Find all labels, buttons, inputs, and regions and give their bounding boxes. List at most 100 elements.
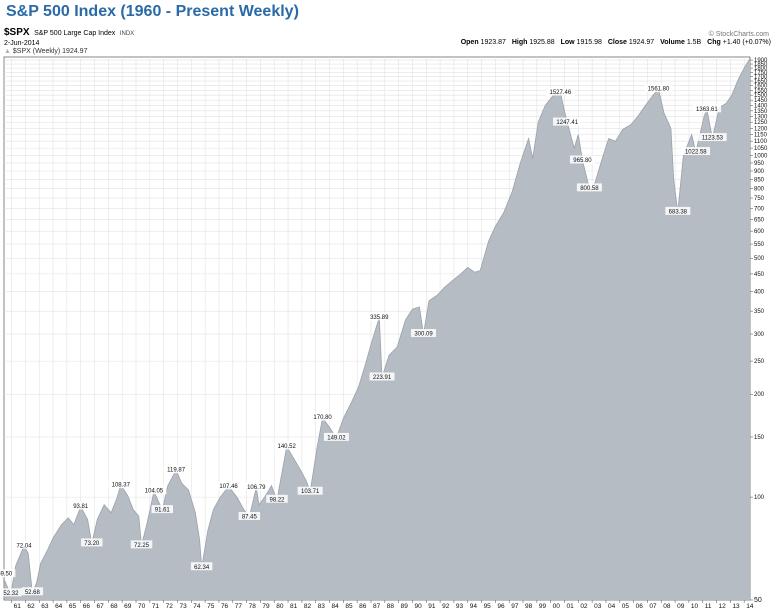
x-tick-label: 64 <box>55 603 63 610</box>
y-tick-label: 1700 <box>754 75 768 81</box>
data-label: 72.04 <box>17 543 33 549</box>
data-label: 1561.80 <box>648 87 670 93</box>
x-tick-label: 95 <box>484 603 492 610</box>
x-tick-label: 85 <box>345 603 353 610</box>
data-label-bg <box>323 432 349 441</box>
y-tick-label: 1450 <box>754 98 768 104</box>
data-label-bg <box>0 588 22 597</box>
x-tick-label: 91 <box>428 603 436 610</box>
ohlc-line: Open 1923.87 High 1925.88 Low 1915.98 Cl… <box>457 39 771 46</box>
data-label-bg <box>151 505 174 514</box>
y-tick-label: 550 <box>754 242 765 248</box>
symbol-line: $SPX S&P 500 Large Cap Index INDX <box>4 27 134 38</box>
data-label: 91.61 <box>155 508 171 514</box>
x-tick-label: 82 <box>304 603 312 610</box>
y-tick-label: 750 <box>754 196 765 202</box>
data-label: 119.87 <box>167 468 186 474</box>
chg-value: +1.40 (+0.07%) <box>722 39 771 46</box>
y-tick-label: 700 <box>754 206 765 212</box>
data-label: 62.34 <box>194 565 210 571</box>
x-tick-label: 94 <box>470 603 478 610</box>
y-tick-label: 850 <box>754 177 765 183</box>
x-tick-label: 66 <box>83 603 91 610</box>
data-label: 683.38 <box>669 209 688 215</box>
stockcharts-logo: © StockCharts.com <box>708 31 769 38</box>
data-label-bg <box>243 482 269 491</box>
x-tick-label: 93 <box>456 603 464 610</box>
symbol-name: S&P 500 Large Cap Index <box>34 30 116 37</box>
series-area <box>4 58 750 600</box>
x-tick-label: 06 <box>636 603 644 610</box>
x-tick-label: 70 <box>138 603 146 610</box>
data-label-bg <box>681 147 711 156</box>
y-tick-label: 200 <box>754 392 765 398</box>
x-tick-label: 88 <box>387 603 395 610</box>
x-tick-label: 83 <box>318 603 326 610</box>
data-label: 106.79 <box>247 485 266 491</box>
data-label: 52.68 <box>25 590 41 596</box>
y-tick-label: 250 <box>754 359 765 365</box>
legend: ▲ $SPX (Weekly) 1924.97 <box>4 48 87 55</box>
x-tick-label: 04 <box>608 603 616 610</box>
data-label-bg <box>0 569 16 578</box>
low-label: Low <box>560 39 575 46</box>
x-tick-label: 62 <box>27 603 35 610</box>
data-label-bg <box>216 481 242 490</box>
y-tick-label: 950 <box>754 161 765 167</box>
data-label: 170.80 <box>313 415 332 421</box>
x-tick-label: 69 <box>124 603 132 610</box>
open-value: 1923.87 <box>480 39 506 46</box>
low-value: 1915.98 <box>576 39 602 46</box>
data-label-bg <box>576 183 602 192</box>
x-tick-label: 92 <box>442 603 450 610</box>
x-tick-label: 86 <box>359 603 367 610</box>
exchange: INDX <box>119 31 135 37</box>
x-tick-label: 80 <box>276 603 284 610</box>
x-tick-label: 02 <box>580 603 588 610</box>
data-label: 1363.61 <box>696 107 718 113</box>
y-tick-label: 500 <box>754 256 765 262</box>
x-tick-label: 68 <box>110 603 118 610</box>
data-label-bg <box>411 329 437 338</box>
x-tick-label: 74 <box>193 603 201 610</box>
x-tick-label: 73 <box>179 603 187 610</box>
y-tick-label: 1200 <box>754 126 768 132</box>
x-tick-label: 08 <box>663 603 671 610</box>
data-label: 107.46 <box>219 484 238 490</box>
data-label-bg <box>21 587 44 596</box>
y-tick-label: 1250 <box>754 120 768 126</box>
data-label-bg <box>698 133 727 142</box>
x-tick-label: 09 <box>677 603 685 610</box>
x-tick-label: 00 <box>553 603 561 610</box>
data-label: 1247.41 <box>556 120 578 126</box>
data-label: 149.02 <box>327 435 346 441</box>
data-label-bg <box>13 540 35 549</box>
y-tick-label: 450 <box>754 272 765 278</box>
data-label-bg <box>546 87 575 96</box>
data-label-bg <box>238 512 261 521</box>
data-label: 1527.46 <box>550 90 572 96</box>
y-tick-label: 1600 <box>754 84 768 90</box>
data-label-bg <box>297 486 323 495</box>
data-label: 72.25 <box>134 543 150 549</box>
x-tick-label: 78 <box>249 603 257 610</box>
x-tick-label: 87 <box>373 603 381 610</box>
data-label: 59.50 <box>0 572 13 578</box>
x-tick-label: 11 <box>705 603 712 610</box>
data-label: 223.91 <box>373 375 392 381</box>
data-label-bg <box>81 538 103 547</box>
data-label-bg <box>644 84 673 93</box>
x-tick-label: 72 <box>166 603 174 610</box>
y-tick-label: 1000 <box>754 153 768 159</box>
x-tick-label: 99 <box>539 603 547 610</box>
x-tick-label: 77 <box>235 603 243 610</box>
data-label: 335.89 <box>370 315 389 321</box>
chg-label: Chg <box>707 39 721 46</box>
y-tick-label: 1100 <box>754 139 768 145</box>
x-tick-label: 75 <box>207 603 215 610</box>
x-tick-label: 76 <box>221 603 229 610</box>
y-tick-label: 150 <box>754 435 765 441</box>
data-label: 103.71 <box>301 489 320 495</box>
data-label: 1022.58 <box>685 150 707 156</box>
y-tick-label: 350 <box>754 309 765 315</box>
